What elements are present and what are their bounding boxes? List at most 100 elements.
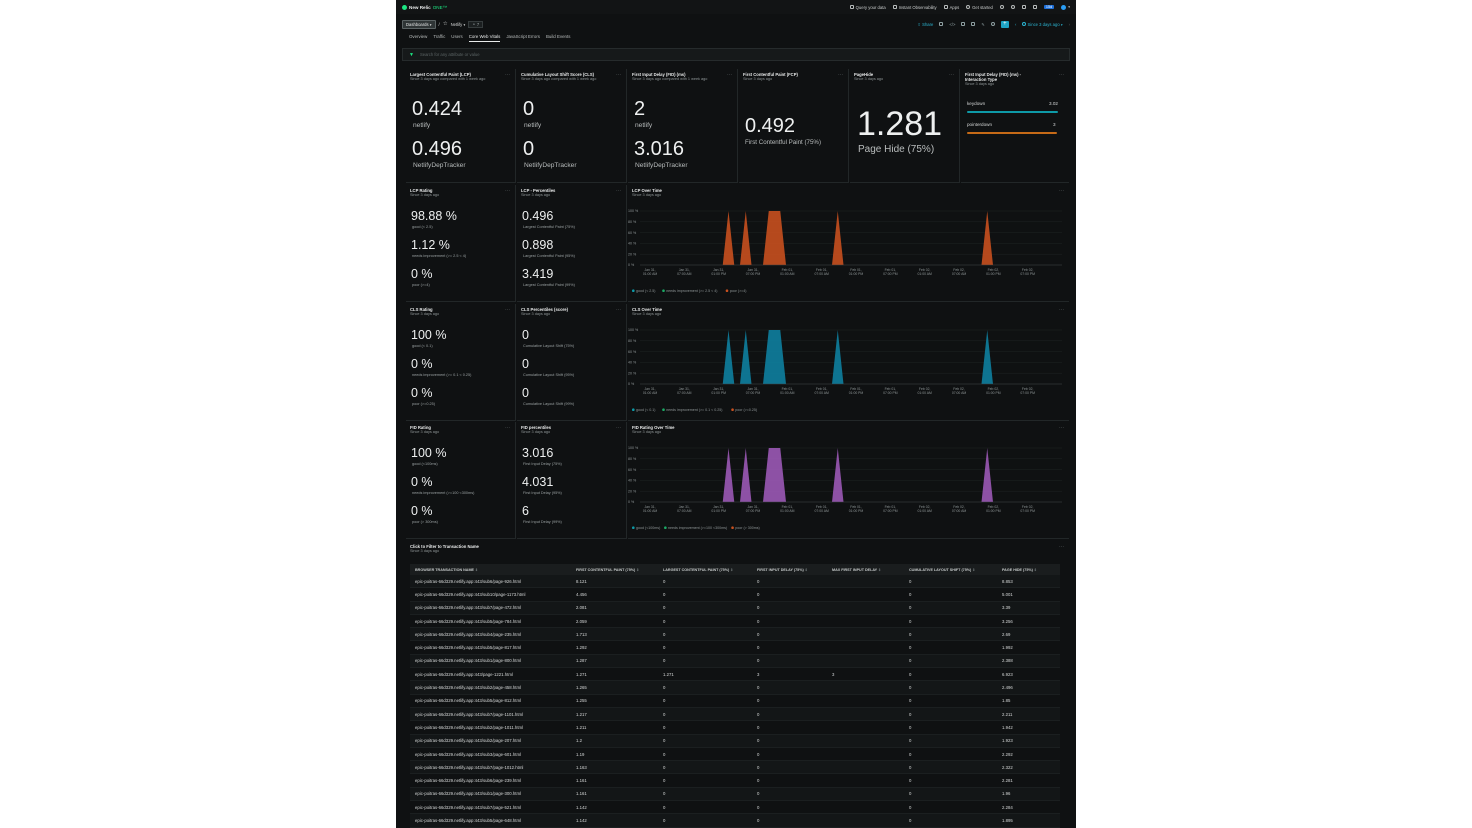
search-button[interactable] (999, 5, 1004, 9)
panel-menu-icon[interactable]: ··· (727, 72, 732, 78)
table-row[interactable]: epic-poitras-66d329.netlify.app:443/sub7… (410, 801, 1060, 815)
table-row[interactable]: epic-poitras-66d329.netlify.app:443/sub3… (410, 748, 1060, 762)
tv-mode-button[interactable] (939, 21, 944, 27)
x-tick-label: 01:00 PM (711, 391, 726, 395)
column-header[interactable]: FIRST INPUT DELAY (75%) ⇕ (757, 567, 808, 572)
embed-button[interactable]: </> (949, 22, 955, 27)
panel-menu-icon[interactable]: ··· (1059, 425, 1064, 431)
trial-badge[interactable]: 15d (1043, 5, 1055, 9)
panel-subtitle: Since 3 days ago (410, 430, 440, 434)
table-cell: 8.853 (1002, 578, 1013, 584)
panel-menu-icon[interactable]: ··· (505, 188, 510, 194)
apps-link[interactable]: Apps (943, 5, 959, 10)
table-row[interactable]: epic-poitras-66d329.netlify.app:443/sub2… (410, 721, 1060, 735)
panel-menu-icon[interactable]: ··· (1059, 544, 1064, 550)
rating-panel: LCP Rating Since 3 days ago ··· 98.88 % good… (406, 185, 516, 302)
table-row[interactable]: epic-poitras-66d329.netlify.app:443/sub2… (410, 734, 1060, 748)
table-cell: 0 (757, 631, 760, 637)
table-row[interactable]: epic-poitras-66d329.netlify.app:443/sub4… (410, 628, 1060, 642)
sort-icon[interactable]: ⇕ (803, 567, 808, 572)
panel-menu-icon[interactable]: ··· (1059, 188, 1064, 194)
table-row[interactable]: epic-poitras-66d329.netlify.app:443/sub5… (410, 814, 1060, 828)
get-started-link[interactable]: Get started (966, 5, 993, 10)
favorite-star-icon[interactable]: ☆ (442, 21, 448, 27)
panel-menu-icon[interactable]: ··· (1059, 307, 1064, 313)
table-row[interactable]: epic-poitras-66d329.netlify.app:443/sub7… (410, 761, 1060, 775)
sort-icon[interactable]: ⇕ (474, 567, 479, 572)
table-row[interactable]: epic-poitras-66d329.netlify.app:443/sub7… (410, 601, 1060, 615)
panel-menu-icon[interactable]: ··· (505, 72, 510, 78)
table-row[interactable]: epic-poitras-66d329.netlify.app:443/sub6… (410, 774, 1060, 788)
table-body: epic-poitras-66d329.netlify.app:443/sub6… (410, 575, 1060, 828)
table-cell: 2.322 (1002, 764, 1013, 770)
top-nav-bar: New Relic ONE™ Query your data Instant O… (396, 0, 1076, 14)
settings-button[interactable] (990, 21, 995, 27)
table-row[interactable]: epic-poitras-66d329.netlify.app:443/sub2… (410, 681, 1060, 695)
sort-icon[interactable]: ⇕ (877, 567, 882, 572)
panel-menu-icon[interactable]: ··· (505, 425, 510, 431)
panel-menu-icon[interactable]: ··· (505, 307, 510, 313)
instant-observability-link[interactable]: Instant Observability (892, 5, 937, 10)
tab-build-events[interactable]: Build Events (545, 34, 571, 39)
user-menu[interactable]: ▾ (1061, 4, 1070, 10)
panel-menu-icon[interactable]: ··· (838, 72, 843, 78)
panel-menu-icon[interactable]: ··· (616, 72, 621, 78)
table-row[interactable]: epic-poitras-66d329.netlify.app:443/sub5… (410, 695, 1060, 708)
time-picker[interactable]: Since 3 days ago ▾ (1022, 21, 1063, 27)
time-back-button[interactable]: ‹ (1015, 22, 1016, 27)
percentile-value: 0 (522, 357, 529, 371)
dashboards-dropdown[interactable]: Dashboards ▾ (402, 19, 436, 29)
edit-button[interactable]: ✎ (981, 22, 985, 27)
breadcrumb-separator: / (438, 21, 440, 27)
tab-users[interactable]: Users (451, 34, 463, 39)
messages-button[interactable] (1032, 5, 1037, 9)
download-button[interactable] (961, 21, 966, 27)
share-button[interactable]: ⇧ Share (917, 22, 933, 27)
x-tick-label: 01:00 AM (918, 391, 933, 395)
column-header[interactable]: LARGEST CONTENTFUL PAINT (75%) ⇕ (663, 567, 734, 572)
brand-logo[interactable]: New Relic ONE™ (402, 4, 447, 10)
table-row[interactable]: epic-poitras-66d329.netlify.app:443/page… (410, 668, 1060, 682)
tag-count[interactable]: ⚬ 7 (468, 20, 484, 28)
table-row[interactable]: epic-poitras-66d329.netlify.app:443/sub1… (410, 588, 1060, 602)
panel-menu-icon[interactable]: ··· (949, 72, 954, 78)
tab-javascript-errors[interactable]: JavaScript Errors (506, 34, 540, 39)
filter-bar[interactable]: ▼ Search for any attribute or value (402, 48, 1070, 61)
column-header[interactable]: BROWSER TRANSACTION NAME ⇕ (415, 567, 479, 572)
column-header[interactable]: MAX FIRST INPUT DELAY ⇕ (832, 567, 882, 572)
tab-core-web-vitals[interactable]: Core Web Vitals (468, 34, 501, 42)
filter-input[interactable]: Search for any attribute or value (419, 52, 480, 57)
feedback-button[interactable] (1021, 5, 1026, 9)
table-row[interactable]: epic-poitras-66d329.netlify.app:443/sub5… (410, 641, 1060, 655)
panel-menu-icon[interactable]: ··· (1059, 72, 1064, 78)
help-button[interactable] (1010, 5, 1015, 9)
dashboard-name-dropdown[interactable]: Netlify ▾ (451, 22, 466, 27)
table-row[interactable]: epic-poitras-66d329.netlify.app:443/sub5… (410, 615, 1060, 629)
table-row[interactable]: epic-poitras-66d329.netlify.app:443/sub7… (410, 707, 1060, 722)
legend-dot (731, 408, 734, 411)
panel-menu-icon[interactable]: ··· (616, 307, 621, 313)
sort-icon[interactable]: ⇕ (635, 567, 640, 572)
tab-traffic[interactable]: Traffic (433, 34, 446, 39)
panel-menu-icon[interactable]: ··· (616, 425, 621, 431)
panel-menu-icon[interactable]: ··· (616, 188, 621, 194)
x-tick-label: Feb 01, (885, 387, 897, 391)
copy-button[interactable] (971, 21, 976, 27)
tab-overview[interactable]: Overview (409, 34, 428, 39)
sort-icon[interactable]: ⇕ (729, 567, 734, 572)
table-row[interactable]: epic-poitras-66d329.netlify.app:443/sub6… (410, 575, 1060, 589)
table-row[interactable]: epic-poitras-66d329.netlify.app:443/sub1… (410, 654, 1060, 669)
column-header[interactable]: PAGE HIDE (75%) ⇕ (1002, 567, 1037, 572)
filter-icon[interactable]: ▼ (409, 51, 414, 58)
sort-icon[interactable]: ⇕ (971, 567, 976, 572)
table-row[interactable]: epic-poitras-66d329.netlify.app:443/sub1… (410, 787, 1060, 802)
column-header[interactable]: CUMULATIVE LAYOUT SHIFT (75%) ⇕ (909, 567, 976, 572)
rating-label: poor (>=0.25) (412, 402, 436, 406)
time-forward-button[interactable]: › (1069, 22, 1070, 27)
column-header[interactable]: FIRST CONTENTFUL PAINT (75%) ⇕ (576, 567, 640, 572)
query-data-link[interactable]: Query your data (849, 5, 886, 10)
table-cell: 0 (909, 645, 912, 651)
panel-title: Click to Filter to Transaction Name (410, 544, 479, 549)
add-widget-button[interactable]: + (1000, 20, 1009, 28)
sort-icon[interactable]: ⇕ (1032, 567, 1037, 572)
